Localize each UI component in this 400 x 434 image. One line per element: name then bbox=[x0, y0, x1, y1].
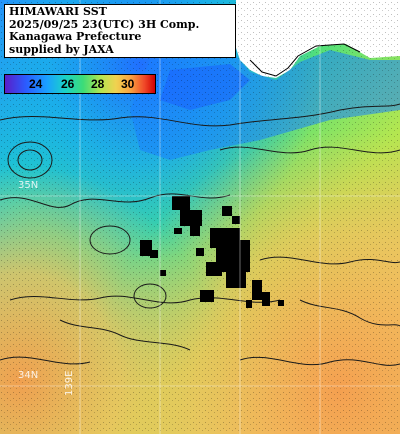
legend-tick-28: 28 bbox=[91, 77, 105, 91]
sst-color-legend: 24 26 28 30 bbox=[4, 74, 156, 94]
map-title-box: HIMAWARI SST 2025/09/25 23(UTC) 3H Comp.… bbox=[4, 4, 236, 58]
lon-label: 139E bbox=[64, 370, 75, 396]
lat-label-lower: 34N bbox=[18, 370, 39, 381]
cloud-mask bbox=[140, 196, 284, 308]
legend-tick-24: 24 bbox=[29, 77, 43, 91]
legend-tick-30: 30 bbox=[121, 77, 135, 91]
legend-tick-26: 26 bbox=[61, 77, 75, 91]
title-line-2: 2025/09/25 23(UTC) 3H Comp. bbox=[9, 17, 200, 31]
title-line-4: supplied by JAXA bbox=[9, 42, 114, 56]
lat-label-upper: 35N bbox=[18, 180, 39, 191]
title-line-1: HIMAWARI SST bbox=[9, 5, 107, 18]
legend-gradient-bar bbox=[5, 75, 155, 93]
title-line-3: Kanagawa Prefecture bbox=[9, 30, 142, 43]
